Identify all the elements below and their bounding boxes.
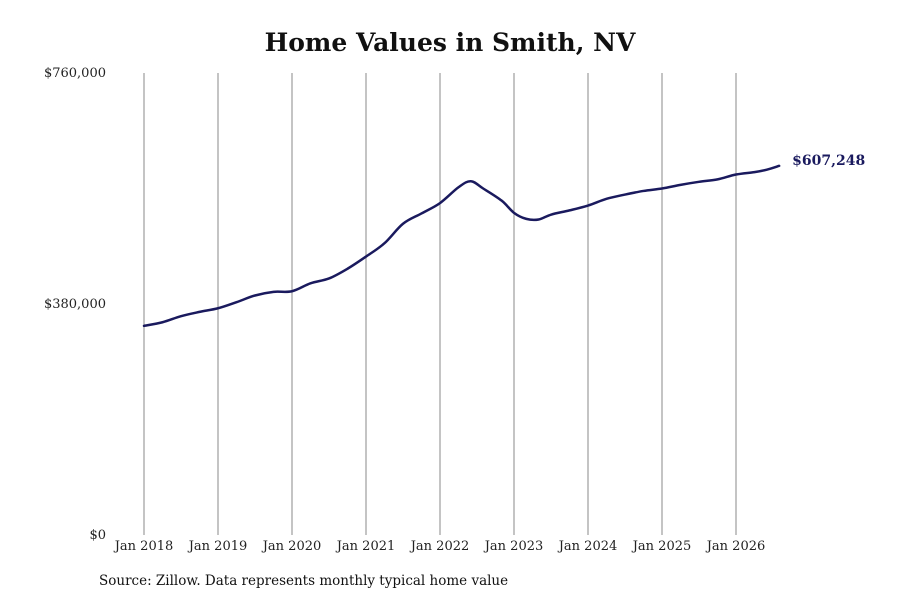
series-layer xyxy=(142,164,781,328)
grid-lines xyxy=(143,73,737,535)
x-tick-label: Jan 2024 xyxy=(557,539,618,554)
source-note: Source: Zillow. Data represents monthly … xyxy=(99,573,509,589)
series-line xyxy=(142,164,781,328)
x-axis-ticks: Jan 2018 Jan 2019 Jan 2020 Jan 2021 Jan 2022… xyxy=(113,539,766,554)
y-axis-ticks: $0 $380,000 $760,000 xyxy=(44,66,106,543)
x-tick-label: Jan 2018 xyxy=(113,539,174,554)
y-tick-label: $0 xyxy=(89,528,106,543)
x-tick-label: Jan 2019 xyxy=(187,539,248,554)
x-tick-label: Jan 2021 xyxy=(335,539,396,554)
x-tick-label: Jan 2023 xyxy=(483,539,544,554)
end-value-label: $607,248 xyxy=(792,153,865,169)
y-tick-label: $380,000 xyxy=(44,297,106,312)
x-tick-label: Jan 2020 xyxy=(261,539,322,554)
x-tick-label: Jan 2022 xyxy=(409,539,470,554)
chart-title: Home Values in Smith, NV xyxy=(264,28,636,57)
y-tick-label: $760,000 xyxy=(44,66,106,81)
x-tick-label: Jan 2025 xyxy=(631,539,692,554)
x-tick-label: Jan 2026 xyxy=(705,539,766,554)
